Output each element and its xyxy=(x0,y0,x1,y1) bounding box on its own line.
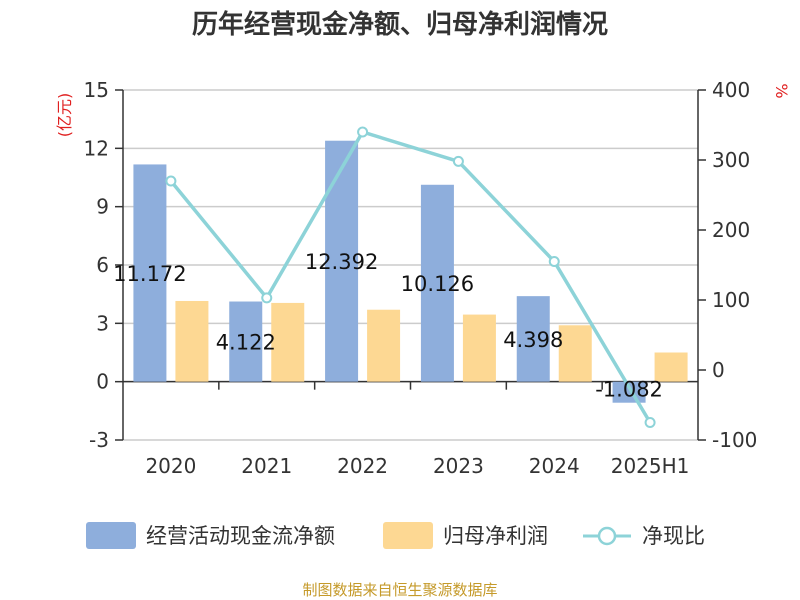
right-tick-label: -100 xyxy=(712,428,757,452)
left-tick-label: 9 xyxy=(96,195,109,219)
left-tick-label: 3 xyxy=(96,311,109,335)
data-label-cashflow: -1.082 xyxy=(595,378,663,402)
ratio-point xyxy=(548,256,560,267)
x-tick-label: 2025H1 xyxy=(611,454,690,478)
bar-profit xyxy=(271,302,305,382)
data-label-cashflow: 4.122 xyxy=(216,331,276,355)
legend-swatch-cashflow xyxy=(86,522,136,549)
legend-swatch-profit xyxy=(383,522,433,549)
left-tick-label: -3 xyxy=(89,428,109,452)
x-tick-label: 2023 xyxy=(433,454,484,478)
legend-label-cashflow: 经营活动现金流净额 xyxy=(146,524,335,548)
x-tick-label: 2022 xyxy=(337,454,388,478)
bar-profit xyxy=(462,314,496,382)
bar-cashflow xyxy=(325,140,359,382)
left-tick-label: 6 xyxy=(96,253,109,277)
legend-marker-ratio xyxy=(597,526,617,546)
left-tick-label: 12 xyxy=(84,136,109,160)
data-label-cashflow: 11.172 xyxy=(113,262,186,286)
chart-title: 历年经营现金净额、归母净利润情况 xyxy=(192,9,608,40)
ratio-point xyxy=(452,155,464,167)
legend-label-profit: 归母净利润 xyxy=(443,524,548,548)
ratio-point xyxy=(261,292,273,304)
data-label-cashflow: 10.126 xyxy=(401,272,474,296)
ratio-line xyxy=(165,126,656,428)
bar-cashflow xyxy=(612,381,646,403)
axes: -3 0 3 6 9 12 15 -100 0 100 200 300 400 2020 2021 2022 2… xyxy=(84,78,758,478)
x-tick-label: 2021 xyxy=(241,454,292,478)
left-axis-unit: (亿元) xyxy=(55,93,74,138)
bar-cashflow xyxy=(229,301,263,382)
left-tick-label: 0 xyxy=(96,370,109,394)
right-tick-label: 100 xyxy=(712,288,750,312)
x-tick-label: 2020 xyxy=(145,454,196,478)
data-label-cashflow: 12.392 xyxy=(305,250,378,274)
left-tick-label: 15 xyxy=(84,78,109,102)
x-tick-label: 2024 xyxy=(529,454,580,478)
data-labels: 11.172 4.122 12.392 10.126 4.398 -1.082 xyxy=(113,250,663,402)
bar-profit xyxy=(175,300,209,382)
legend: 经营活动现金流净额 归母净利润 净现比 xyxy=(86,522,705,549)
right-axis-unit: % xyxy=(772,83,791,98)
right-tick-label: 400 xyxy=(712,78,750,102)
bar-profit xyxy=(558,325,592,382)
ratio-point xyxy=(644,417,656,428)
source-note: 制图数据来自恒生聚源数据库 xyxy=(302,581,497,599)
data-label-cashflow: 4.398 xyxy=(503,328,563,352)
right-tick-label: 200 xyxy=(712,218,750,242)
ratio-point xyxy=(357,126,369,138)
ratio-point xyxy=(165,175,177,187)
bar-profit xyxy=(367,309,401,382)
legend-label-ratio: 净现比 xyxy=(642,524,705,548)
ratio-polyline xyxy=(169,129,652,424)
bar-profit xyxy=(654,352,688,382)
bar-cashflow xyxy=(133,164,167,382)
bar-cashflow xyxy=(420,184,454,382)
bars xyxy=(133,140,688,403)
right-tick-label: 0 xyxy=(712,358,725,382)
bar-cashflow xyxy=(516,296,550,382)
right-tick-label: 300 xyxy=(712,148,750,172)
